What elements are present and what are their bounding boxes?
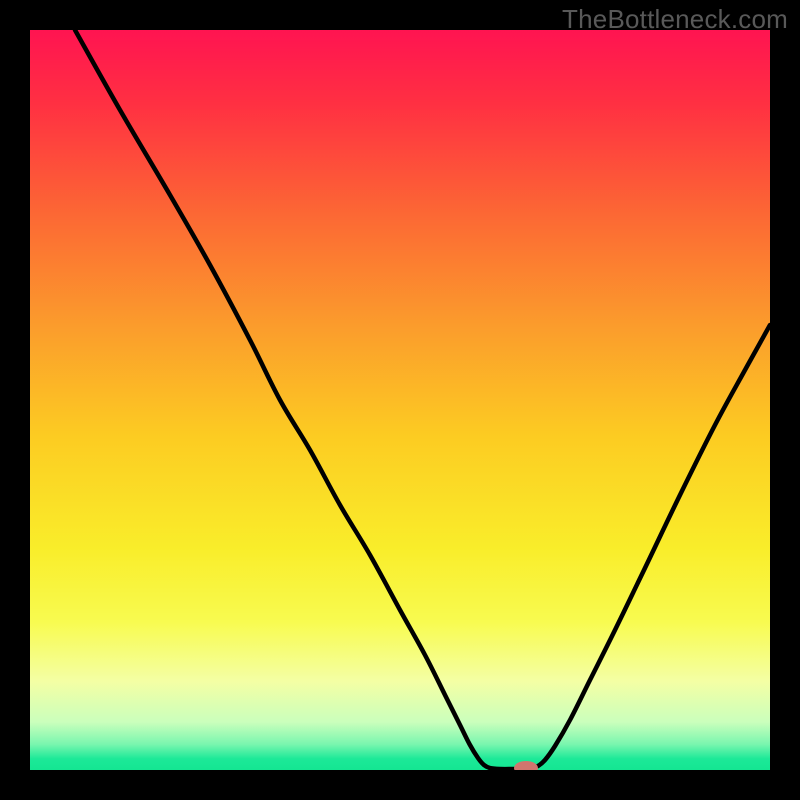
curve-layer [30, 30, 770, 770]
bottleneck-chart: TheBottleneck.com [0, 0, 800, 800]
plot-area [30, 30, 770, 770]
curve-left-branch [75, 30, 530, 769]
curve-right-branch [532, 325, 770, 768]
optimal-marker [514, 761, 538, 770]
